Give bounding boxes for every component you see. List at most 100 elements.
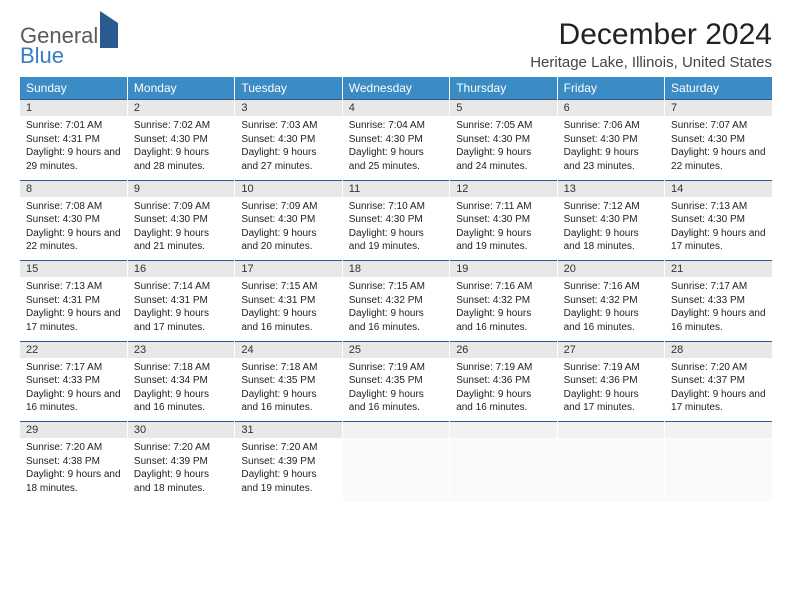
day-number xyxy=(450,422,557,439)
day-cell: Sunrise: 7:20 AMSunset: 4:37 PMDaylight:… xyxy=(665,358,772,422)
day-number: 23 xyxy=(127,341,234,358)
sunrise-text: Sunrise: 7:16 AM xyxy=(456,280,550,294)
sunset-text: Sunset: 4:34 PM xyxy=(134,374,228,388)
sunrise-text: Sunrise: 7:09 AM xyxy=(134,200,228,214)
day-cell: Sunrise: 7:18 AMSunset: 4:35 PMDaylight:… xyxy=(235,358,342,422)
day-number: 3 xyxy=(235,100,342,117)
day-number: 11 xyxy=(342,180,449,197)
daylight-text: Daylight: 9 hours and 18 minutes. xyxy=(134,468,228,495)
sunrise-text: Sunrise: 7:04 AM xyxy=(349,119,443,133)
week-numrow: 15161718192021 xyxy=(20,261,772,278)
day-number: 6 xyxy=(557,100,664,117)
daylight-text: Daylight: 9 hours and 17 minutes. xyxy=(564,388,658,415)
day-cell: Sunrise: 7:16 AMSunset: 4:32 PMDaylight:… xyxy=(557,277,664,341)
daylight-text: Daylight: 9 hours and 19 minutes. xyxy=(241,468,335,495)
week-numrow: 22232425262728 xyxy=(20,341,772,358)
day-number: 1 xyxy=(20,100,127,117)
sunset-text: Sunset: 4:31 PM xyxy=(26,294,121,308)
day-number: 31 xyxy=(235,422,342,439)
daylight-text: Daylight: 9 hours and 27 minutes. xyxy=(241,146,335,173)
sunrise-text: Sunrise: 7:13 AM xyxy=(671,200,766,214)
daylight-text: Daylight: 9 hours and 28 minutes. xyxy=(134,146,228,173)
day-number: 13 xyxy=(557,180,664,197)
daylight-text: Daylight: 9 hours and 21 minutes. xyxy=(134,227,228,254)
daylight-text: Daylight: 9 hours and 16 minutes. xyxy=(456,307,550,334)
week-numrow: 293031 xyxy=(20,422,772,439)
day-number: 30 xyxy=(127,422,234,439)
logo-word-blue: Blue xyxy=(20,46,118,66)
week-numrow: 1234567 xyxy=(20,100,772,117)
sunrise-text: Sunrise: 7:19 AM xyxy=(564,361,658,375)
sunset-text: Sunset: 4:30 PM xyxy=(134,133,228,147)
daylight-text: Daylight: 9 hours and 18 minutes. xyxy=(564,227,658,254)
week-content-row: Sunrise: 7:20 AMSunset: 4:38 PMDaylight:… xyxy=(20,438,772,502)
day-cell: Sunrise: 7:16 AMSunset: 4:32 PMDaylight:… xyxy=(450,277,557,341)
day-number: 21 xyxy=(665,261,772,278)
sunset-text: Sunset: 4:30 PM xyxy=(564,133,658,147)
sunrise-text: Sunrise: 7:11 AM xyxy=(456,200,550,214)
day-cell: Sunrise: 7:20 AMSunset: 4:38 PMDaylight:… xyxy=(20,438,127,502)
sunset-text: Sunset: 4:30 PM xyxy=(671,213,766,227)
sunset-text: Sunset: 4:31 PM xyxy=(134,294,228,308)
day-cell xyxy=(342,438,449,502)
day-cell: Sunrise: 7:03 AMSunset: 4:30 PMDaylight:… xyxy=(235,116,342,180)
sunrise-text: Sunrise: 7:20 AM xyxy=(26,441,121,455)
sunrise-text: Sunrise: 7:18 AM xyxy=(241,361,335,375)
sunset-text: Sunset: 4:30 PM xyxy=(456,213,550,227)
dayhead-thu: Thursday xyxy=(450,77,557,100)
week-content-row: Sunrise: 7:01 AMSunset: 4:31 PMDaylight:… xyxy=(20,116,772,180)
dayhead-sat: Saturday xyxy=(665,77,772,100)
sunrise-text: Sunrise: 7:20 AM xyxy=(134,441,228,455)
sunrise-text: Sunrise: 7:09 AM xyxy=(241,200,335,214)
calendar-body: 1234567Sunrise: 7:01 AMSunset: 4:31 PMDa… xyxy=(20,100,772,503)
day-number: 14 xyxy=(665,180,772,197)
sunset-text: Sunset: 4:30 PM xyxy=(349,133,443,147)
logo-sail-icon xyxy=(100,11,118,48)
day-number: 25 xyxy=(342,341,449,358)
sunset-text: Sunset: 4:32 PM xyxy=(564,294,658,308)
sunset-text: Sunset: 4:30 PM xyxy=(241,133,335,147)
day-cell: Sunrise: 7:05 AMSunset: 4:30 PMDaylight:… xyxy=(450,116,557,180)
day-cell: Sunrise: 7:17 AMSunset: 4:33 PMDaylight:… xyxy=(20,358,127,422)
sunset-text: Sunset: 4:39 PM xyxy=(241,455,335,469)
sunrise-text: Sunrise: 7:17 AM xyxy=(671,280,766,294)
daylight-text: Daylight: 9 hours and 16 minutes. xyxy=(671,307,766,334)
daylight-text: Daylight: 9 hours and 22 minutes. xyxy=(26,227,121,254)
sunset-text: Sunset: 4:32 PM xyxy=(349,294,443,308)
day-number: 17 xyxy=(235,261,342,278)
sunrise-text: Sunrise: 7:16 AM xyxy=(564,280,658,294)
sunset-text: Sunset: 4:39 PM xyxy=(134,455,228,469)
day-number: 22 xyxy=(20,341,127,358)
day-number xyxy=(557,422,664,439)
day-number: 24 xyxy=(235,341,342,358)
calendar-table: Sunday Monday Tuesday Wednesday Thursday… xyxy=(20,77,772,502)
daylight-text: Daylight: 9 hours and 16 minutes. xyxy=(241,388,335,415)
sunrise-text: Sunrise: 7:06 AM xyxy=(564,119,658,133)
calendar-title: December 2024 xyxy=(530,18,772,52)
dayhead-sun: Sunday xyxy=(20,77,127,100)
sunset-text: Sunset: 4:30 PM xyxy=(241,213,335,227)
day-number: 8 xyxy=(20,180,127,197)
daylight-text: Daylight: 9 hours and 17 minutes. xyxy=(671,388,766,415)
page-header: General Blue December 2024 Heritage Lake… xyxy=(20,18,772,71)
day-cell: Sunrise: 7:10 AMSunset: 4:30 PMDaylight:… xyxy=(342,197,449,261)
sunrise-text: Sunrise: 7:12 AM xyxy=(564,200,658,214)
day-cell: Sunrise: 7:08 AMSunset: 4:30 PMDaylight:… xyxy=(20,197,127,261)
logo-text: General Blue xyxy=(20,26,118,66)
daylight-text: Daylight: 9 hours and 18 minutes. xyxy=(26,468,121,495)
week-content-row: Sunrise: 7:13 AMSunset: 4:31 PMDaylight:… xyxy=(20,277,772,341)
sunset-text: Sunset: 4:36 PM xyxy=(456,374,550,388)
day-cell: Sunrise: 7:06 AMSunset: 4:30 PMDaylight:… xyxy=(557,116,664,180)
sunrise-text: Sunrise: 7:14 AM xyxy=(134,280,228,294)
day-cell: Sunrise: 7:19 AMSunset: 4:35 PMDaylight:… xyxy=(342,358,449,422)
day-number: 10 xyxy=(235,180,342,197)
week-content-row: Sunrise: 7:17 AMSunset: 4:33 PMDaylight:… xyxy=(20,358,772,422)
daylight-text: Daylight: 9 hours and 19 minutes. xyxy=(349,227,443,254)
sunset-text: Sunset: 4:37 PM xyxy=(671,374,766,388)
sunrise-text: Sunrise: 7:08 AM xyxy=(26,200,121,214)
day-number: 12 xyxy=(450,180,557,197)
day-cell xyxy=(557,438,664,502)
sunrise-text: Sunrise: 7:01 AM xyxy=(26,119,121,133)
day-cell: Sunrise: 7:19 AMSunset: 4:36 PMDaylight:… xyxy=(450,358,557,422)
day-cell: Sunrise: 7:13 AMSunset: 4:31 PMDaylight:… xyxy=(20,277,127,341)
